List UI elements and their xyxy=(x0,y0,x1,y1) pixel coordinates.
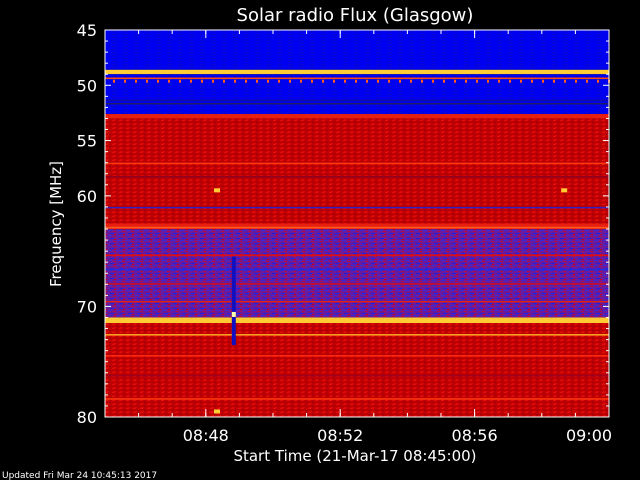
spectrum-dot xyxy=(487,79,489,83)
spectrum-dot xyxy=(564,79,566,83)
spectrum-dot xyxy=(410,79,412,83)
spectrum-dot xyxy=(355,79,357,83)
spectrum-dot xyxy=(443,79,445,83)
spectrum-streak xyxy=(105,254,609,256)
spectrum-dot xyxy=(278,79,280,83)
updated-timestamp: Updated Fri Mar 24 10:45:13 2017 xyxy=(2,471,157,480)
x-tick-label: 08:52 xyxy=(317,426,363,445)
spectrum-dot xyxy=(113,79,115,83)
spectrum-dot xyxy=(245,79,247,83)
spectrum-dot xyxy=(212,79,214,83)
spectrum-dot xyxy=(333,79,335,83)
spectrum-streak xyxy=(105,334,609,336)
spectrum-dot xyxy=(586,79,588,83)
spectrum-streak xyxy=(105,206,609,209)
y-tick-label: 80 xyxy=(77,408,97,427)
spectrum-streak xyxy=(105,374,609,377)
spectrum-dot xyxy=(498,79,500,83)
x-tick-label: 09:00 xyxy=(566,426,612,445)
spectrum-dot xyxy=(223,79,225,83)
spectrum-dot xyxy=(421,79,423,83)
spectrum-dot xyxy=(124,79,126,83)
spectrum-dot xyxy=(465,79,467,83)
spectrogram-plot-area xyxy=(105,30,610,417)
spectrum-dot xyxy=(344,79,346,83)
spectrum-dot xyxy=(509,79,511,83)
spectrum-dot xyxy=(366,79,368,83)
spectrum-streak xyxy=(105,102,609,105)
spot-event xyxy=(561,188,568,193)
spectrum-dot xyxy=(399,79,401,83)
spectrum-dot xyxy=(454,79,456,83)
spectrum-dot xyxy=(234,79,236,83)
spectrum-dot xyxy=(322,79,324,83)
spectrum-band xyxy=(105,114,609,119)
spectrum-streak xyxy=(105,77,609,80)
spectrum-dot xyxy=(520,79,522,83)
spectrum-dot xyxy=(597,79,599,83)
spectrum-band xyxy=(105,223,609,230)
chart-title: Solar radio Flux (Glasgow) xyxy=(237,5,474,26)
spectrum-dot xyxy=(388,79,390,83)
spectrum-dot xyxy=(201,79,203,83)
spectrum-dot xyxy=(476,79,478,83)
spectrum-dot xyxy=(289,79,291,83)
spectrum-dot xyxy=(575,79,577,83)
spectrum-band xyxy=(105,30,609,70)
spectrum-band xyxy=(105,229,609,318)
y-tick-label: 55 xyxy=(77,132,97,151)
burst-peak xyxy=(231,311,236,317)
spectrum-band xyxy=(105,118,609,224)
x-tick-label: 08:48 xyxy=(183,426,229,445)
spectrum-dot xyxy=(432,79,434,83)
spectrum-streak xyxy=(105,226,609,229)
spectrum-dot xyxy=(542,79,544,83)
spectrum-band xyxy=(105,69,609,75)
y-tick-label: 60 xyxy=(77,187,97,206)
spectrum-streak xyxy=(105,300,609,303)
spot-event xyxy=(214,409,220,414)
spectrum-streak xyxy=(105,99,609,102)
spectrum-streak xyxy=(105,283,609,285)
y-axis-label: Frequency [MHz] xyxy=(47,161,65,287)
y-tick-label: 50 xyxy=(77,76,97,95)
y-tick-label: 70 xyxy=(77,297,97,316)
spectrum-dot xyxy=(267,79,269,83)
spot-event xyxy=(214,188,220,193)
spectrum-dot xyxy=(553,79,555,83)
spectrum-streak xyxy=(105,398,609,400)
spectrum-dot xyxy=(300,79,302,83)
plot-frame xyxy=(104,29,610,418)
spectrum-dot xyxy=(135,79,137,83)
spectrum-dot xyxy=(146,79,148,83)
spectrum-dot xyxy=(168,79,170,83)
y-axis-ticks: 45 50 55 60 70 80 xyxy=(77,21,609,427)
x-axis-ticks: 08:48 08:52 08:56 09:00 xyxy=(138,30,612,445)
spectrum-dot xyxy=(311,79,313,83)
spectrum-streak xyxy=(105,162,609,165)
burst-event xyxy=(231,256,236,346)
spectrum-dot xyxy=(531,79,533,83)
spectrum-band xyxy=(105,323,609,417)
x-tick-label: 08:56 xyxy=(452,426,498,445)
spectrum-dot xyxy=(179,79,181,83)
x-axis-label: Start Time (21-Mar-17 08:45:00) xyxy=(233,447,476,465)
spectrum-streak xyxy=(105,355,609,357)
spectrum-streak xyxy=(105,268,609,271)
spectrum-dot xyxy=(256,79,258,83)
spectrum-dot xyxy=(190,79,192,83)
spectrum-dot xyxy=(377,79,379,83)
spectrum-band xyxy=(105,317,609,324)
spectrum-streak xyxy=(105,175,609,178)
y-tick-label: 45 xyxy=(77,21,97,40)
spectrum-dot xyxy=(157,79,159,83)
